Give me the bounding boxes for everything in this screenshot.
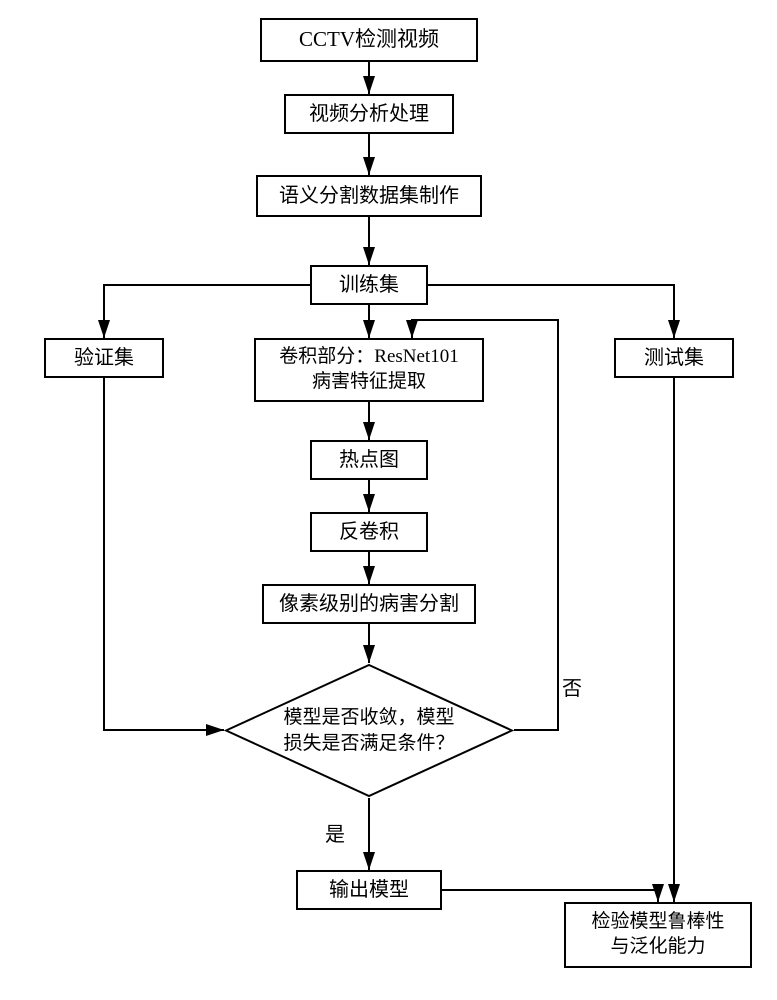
node-label: 卷积部分：ResNet101 病害特征提取 bbox=[279, 345, 458, 394]
node-dataset-creation: 语义分割数据集制作 bbox=[256, 175, 482, 217]
node-label: 测试集 bbox=[644, 345, 704, 371]
edges-layer bbox=[0, 0, 777, 1000]
node-label: 输出模型 bbox=[329, 877, 409, 903]
node-pixel-seg: 像素级别的病害分割 bbox=[262, 584, 476, 624]
edge bbox=[428, 285, 674, 338]
edge bbox=[104, 378, 224, 730]
node-label: 反卷积 bbox=[339, 519, 399, 545]
node-label: 视频分析处理 bbox=[309, 101, 429, 127]
node-test-set: 测试集 bbox=[614, 338, 734, 378]
node-label: 像素级别的病害分割 bbox=[279, 591, 459, 617]
edge bbox=[104, 285, 310, 338]
node-label: 验证集 bbox=[74, 345, 134, 371]
edge-label-no: 否 bbox=[562, 672, 582, 701]
edge-label-yes: 是 bbox=[325, 818, 345, 847]
node-video-analysis: 视频分析处理 bbox=[284, 94, 454, 134]
node-label: CCTV检测视频 bbox=[299, 26, 439, 53]
node-train-set: 训练集 bbox=[310, 265, 428, 305]
node-output-model: 输出模型 bbox=[296, 870, 442, 910]
node-deconv: 反卷积 bbox=[310, 512, 428, 552]
node-label: 训练集 bbox=[339, 272, 399, 298]
node-validation-set: 验证集 bbox=[44, 338, 164, 378]
node-cctv-video: CCTV检测视频 bbox=[260, 18, 478, 62]
flowchart-canvas: CCTV检测视频 视频分析处理 语义分割数据集制作 训练集 验证集 卷积部分：R… bbox=[0, 0, 777, 1000]
node-test-robustness: 检验模型鲁棒性 与泛化能力 bbox=[564, 902, 752, 968]
node-label: 语义分割数据集制作 bbox=[279, 183, 459, 209]
node-label: 模型是否收敛，模型 损失是否满足条件？ bbox=[283, 705, 454, 756]
node-conv-resnet: 卷积部分：ResNet101 病害特征提取 bbox=[254, 338, 484, 402]
node-label: 检验模型鲁棒性 与泛化能力 bbox=[591, 910, 724, 959]
node-decision-converge: 模型是否收敛，模型 损失是否满足条件？ bbox=[224, 663, 514, 798]
node-heatmap: 热点图 bbox=[310, 440, 428, 480]
node-label: 热点图 bbox=[339, 447, 399, 473]
edge bbox=[442, 890, 658, 902]
